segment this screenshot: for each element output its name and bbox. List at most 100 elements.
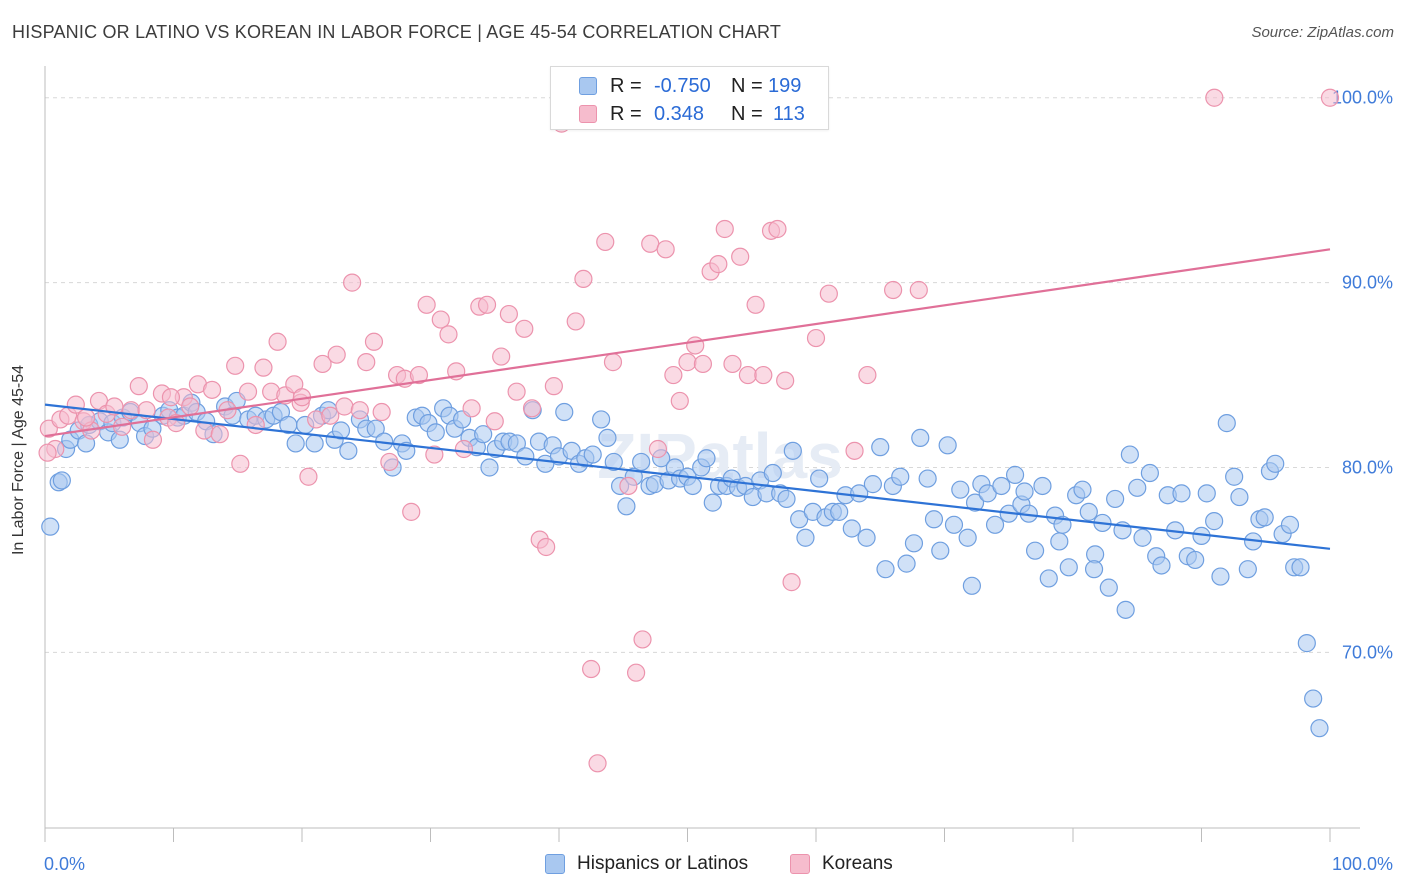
korean-point	[357, 353, 376, 372]
hispanic-point	[938, 436, 957, 455]
r-label: R =	[610, 103, 642, 125]
x-tick-label: 100.0%	[1332, 854, 1393, 874]
korean-point	[409, 365, 429, 385]
hispanic-point	[985, 515, 1005, 534]
korean-point	[231, 454, 250, 473]
hispanic-point	[857, 528, 876, 547]
korean-point	[137, 401, 156, 420]
hispanic-point	[426, 423, 445, 442]
hispanic-point	[1217, 414, 1236, 433]
korean-point	[1320, 88, 1340, 107]
hispanic-point	[305, 434, 324, 453]
hispanic-point	[1225, 467, 1244, 486]
hispanic-point	[474, 425, 493, 444]
n-label: N =	[731, 103, 763, 125]
korean-point	[402, 502, 421, 521]
korean-point	[181, 397, 200, 416]
korean-point	[129, 377, 148, 396]
korean-point	[327, 345, 346, 364]
hispanic-point	[783, 441, 802, 460]
korean-point	[439, 325, 458, 344]
hispanic-point	[965, 493, 985, 512]
korean-point	[515, 319, 534, 338]
r-label: R =	[610, 75, 642, 97]
korean-point	[454, 439, 474, 459]
korean-point	[845, 441, 864, 460]
legend-label-korean: Koreans	[822, 853, 893, 874]
hispanic-point	[1005, 465, 1025, 484]
hispanic-point	[703, 493, 722, 512]
hispanic-point	[1106, 489, 1125, 509]
korean-point	[619, 476, 638, 496]
r-value: -0.750	[654, 75, 711, 97]
korean-point	[626, 663, 646, 682]
korean-point	[462, 399, 481, 418]
hispanic-point	[1205, 512, 1224, 531]
korean-point	[566, 312, 585, 331]
hispanic-point	[810, 469, 829, 488]
korean-point	[723, 354, 742, 374]
hispanic-point	[911, 428, 930, 448]
hispanic-swatch-icon	[579, 77, 597, 95]
korean-point	[909, 280, 928, 300]
legend-row-korean: R = 0.348 N = 113	[551, 100, 828, 128]
korean-point	[350, 401, 369, 420]
y-tick-label: 80.0%	[1342, 457, 1393, 477]
hispanic-point	[897, 554, 916, 573]
n-value: 199	[768, 75, 802, 97]
korean-point	[238, 382, 258, 401]
korean-point	[738, 365, 757, 385]
korean-point	[522, 399, 542, 418]
korean-point	[499, 304, 518, 324]
korean-point	[574, 269, 593, 289]
korean-trend-line	[44, 248, 1331, 438]
y-tick-label: 100.0%	[1332, 88, 1393, 108]
korean-point	[883, 280, 903, 300]
korean-point	[121, 401, 141, 420]
korean-point	[596, 232, 615, 252]
korean-point	[731, 247, 750, 266]
series-legend: Hispanics or Latinos Koreans	[0, 852, 1406, 878]
hispanic-point	[944, 515, 964, 534]
hispanic-point	[891, 467, 910, 486]
hispanic-point	[830, 502, 849, 521]
hispanic-point	[1033, 476, 1052, 496]
hispanic-point	[683, 476, 702, 496]
korean-point	[768, 219, 787, 239]
korean-point	[709, 255, 728, 274]
hispanic-point	[1073, 480, 1092, 499]
hispanic-point	[1050, 532, 1069, 551]
legend-label-hispanic: Hispanics or Latinos	[577, 853, 749, 874]
korean-point	[417, 295, 436, 314]
source-label: Source: ZipAtlas.com	[1251, 24, 1394, 41]
hispanic-point	[924, 510, 944, 529]
korean-point	[372, 402, 391, 422]
hispanic-point	[1255, 508, 1274, 527]
korean-point	[425, 445, 444, 464]
hispanic-point	[1059, 558, 1078, 577]
korean-point	[656, 240, 675, 259]
hispanic-point	[918, 469, 937, 488]
hispanic-point	[1172, 484, 1191, 503]
hispanic-point	[763, 463, 782, 483]
r-value: 0.348	[654, 103, 705, 125]
hispanic-point	[1304, 689, 1323, 708]
hispanic-point	[871, 438, 890, 457]
hispanic-point	[604, 452, 623, 472]
hispanic-point	[617, 497, 636, 516]
hispanic-point	[1140, 463, 1159, 483]
n-value: 113	[773, 103, 805, 125]
korean-point	[633, 630, 652, 649]
hispanic-point	[1266, 454, 1285, 473]
chart-title: HISPANIC OR LATINO VS KOREAN IN LABOR FO…	[12, 22, 782, 42]
korean-point	[246, 415, 265, 435]
hispanic-point	[1099, 578, 1118, 597]
korean-swatch-icon	[579, 105, 597, 123]
hispanic-point	[1116, 600, 1135, 619]
korean-point	[648, 439, 668, 459]
korean-point	[226, 356, 245, 375]
hispanic-point	[842, 519, 861, 538]
hispanic-point	[850, 484, 869, 503]
hispanic-point	[1079, 502, 1098, 521]
